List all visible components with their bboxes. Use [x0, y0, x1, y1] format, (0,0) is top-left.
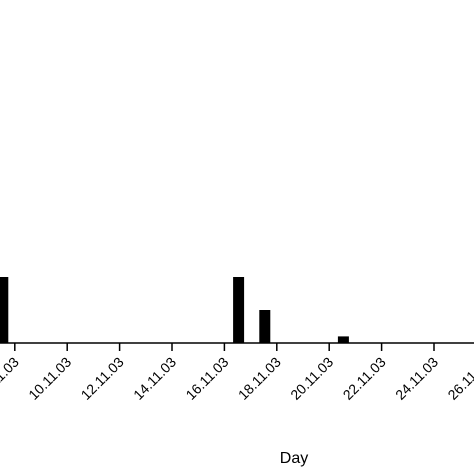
bar-1	[233, 277, 245, 343]
bar-3	[337, 336, 349, 343]
x-tick-label-4: 16.11.03	[182, 354, 231, 403]
x-tick-label-5: 18.11.03	[235, 354, 284, 403]
x-ticks-group	[14, 343, 435, 351]
x-tick-label-6: 20.11.03	[287, 354, 336, 403]
bar-2	[259, 310, 271, 343]
x-tick-label-9: 26.11.03	[444, 354, 474, 403]
x-tick-labels-group: 8.11.03 10.11.03 12.11.03 14.11.03 16.11.03 1…	[0, 354, 474, 403]
x-tick-label-2: 12.11.03	[78, 354, 127, 403]
x-tick-label-1: 10.11.03	[25, 354, 74, 403]
bars-group	[0, 277, 349, 343]
x-tick-label-8: 24.11.03	[392, 354, 441, 403]
x-tick-label-3: 14.11.03	[130, 354, 179, 403]
x-axis-title: Day	[280, 450, 308, 467]
bar-0	[0, 277, 9, 343]
x-tick-label-7: 22.11.03	[340, 354, 389, 403]
x-tick-label-0: 8.11.03	[0, 354, 22, 398]
